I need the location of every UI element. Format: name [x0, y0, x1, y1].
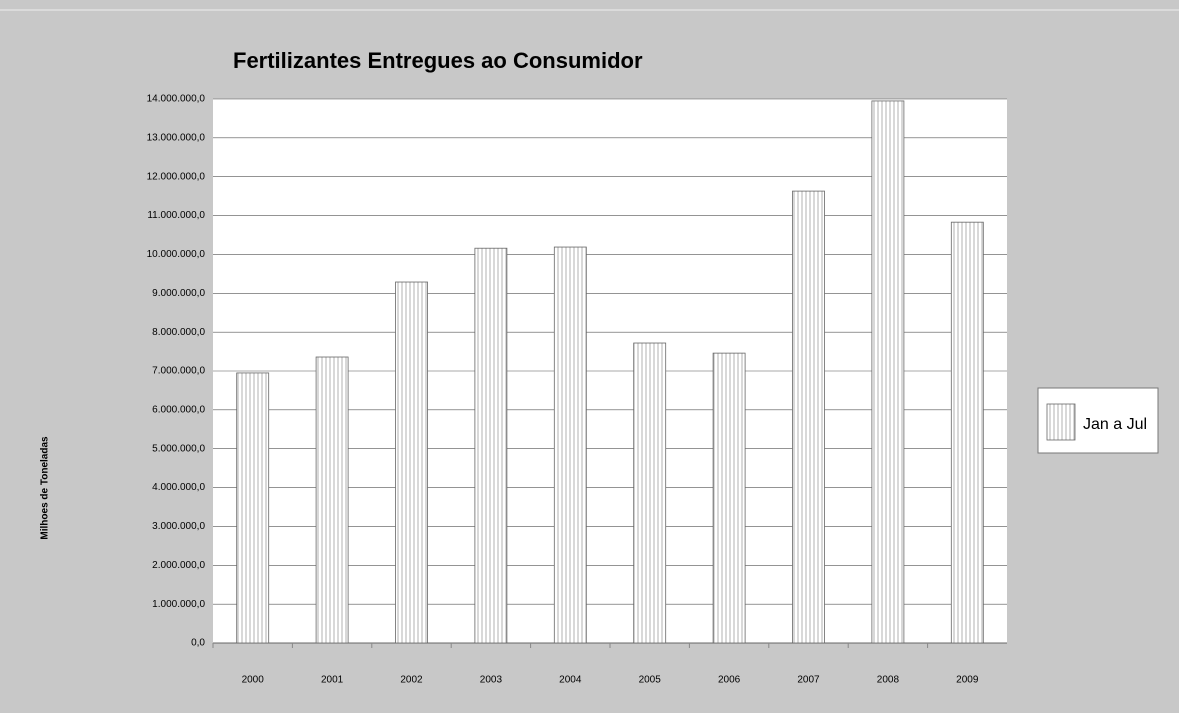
legend-label: Jan a Jul: [1083, 416, 1147, 433]
x-tick-label: 2005: [639, 675, 662, 686]
y-tick-label: 9.000.000,0: [152, 288, 205, 299]
legend-swatch: [1046, 403, 1076, 441]
x-tick-label: 2006: [718, 675, 741, 686]
bar: [712, 352, 746, 644]
x-tick-label: 2002: [400, 675, 423, 686]
legend: [1037, 387, 1159, 454]
bar: [792, 190, 825, 644]
x-tick-label: 2000: [242, 675, 265, 686]
x-tick-label: 2008: [877, 675, 900, 686]
bar: [553, 246, 587, 644]
y-tick-label: 3.000.000,0: [152, 521, 205, 532]
bar: [633, 342, 667, 644]
x-tick-label: 2001: [321, 675, 344, 686]
y-tick-label: 2.000.000,0: [152, 560, 205, 571]
bar: [236, 372, 270, 644]
y-tick-label: 8.000.000,0: [152, 327, 205, 338]
bar: [395, 281, 428, 644]
y-axis-label: Milhoes de Toneladas: [40, 436, 51, 540]
y-tick-label: 6.000.000,0: [152, 404, 205, 415]
bar: [474, 247, 508, 644]
y-tick-label: 1.000.000,0: [152, 599, 205, 610]
bar: [871, 100, 905, 644]
x-tick-label: 2004: [559, 675, 582, 686]
y-tick-label: 4.000.000,0: [152, 482, 205, 493]
chart-title: Fertilizantes Entregues ao Consumidor: [233, 48, 643, 73]
y-tick-label: 7.000.000,0: [152, 366, 205, 377]
x-tick-label: 2003: [480, 675, 503, 686]
y-tick-label: 14.000.000,0: [147, 94, 206, 105]
y-tick-label: 0,0: [191, 638, 205, 649]
bar: [950, 221, 984, 644]
y-tick-label: 5.000.000,0: [152, 443, 205, 454]
y-tick-label: 12.000.000,0: [147, 171, 206, 182]
y-tick-label: 13.000.000,0: [147, 132, 206, 143]
y-tick-label: 11.000.000,0: [147, 210, 205, 221]
y-tick-label: 10.000.000,0: [147, 249, 206, 260]
x-tick-label: 2009: [956, 675, 979, 686]
bar: [315, 356, 349, 644]
x-tick-label: 2007: [797, 675, 820, 686]
